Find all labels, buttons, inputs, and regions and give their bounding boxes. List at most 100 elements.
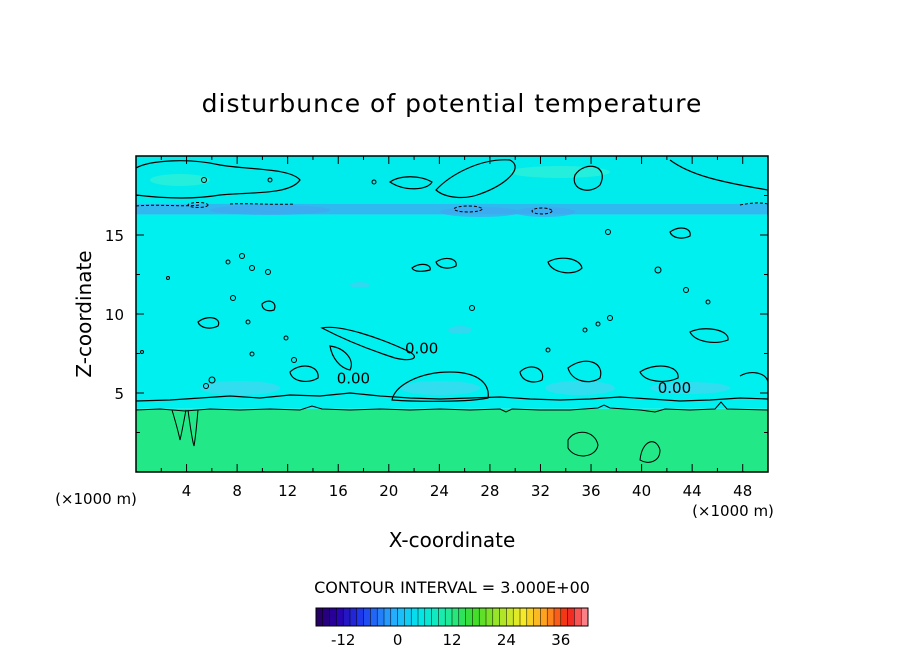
chart-title: disturbunce of potential temperature — [202, 89, 703, 118]
contour-cell-14 — [197, 317, 220, 329]
colorbar-cell — [424, 608, 432, 626]
colorbar-cell — [370, 608, 378, 626]
x-axis-label: X-coordinate — [389, 528, 516, 552]
colorbar-cell — [520, 608, 528, 626]
colorbar-tick-label-0: -12 — [331, 631, 356, 649]
contour-cell-5 — [388, 176, 433, 190]
x-tick-label-7: 32 — [531, 482, 550, 500]
contour-cell-21 — [567, 431, 599, 457]
x-unit-label-right: (×1000 m) — [692, 502, 774, 520]
colorbar-cell — [316, 608, 324, 626]
region-0 — [136, 408, 768, 472]
colorbar-cell — [384, 608, 392, 626]
x-tick-label-3: 16 — [329, 482, 348, 500]
contour-label-2: 0.00 — [658, 379, 691, 397]
contour-cell-1 — [391, 371, 489, 402]
colorbar-cell — [492, 608, 500, 626]
contour-lower-boundary — [136, 401, 768, 413]
contour-cell-10 — [669, 227, 691, 239]
colorbar-cell — [356, 608, 364, 626]
colorbar-cell — [479, 608, 487, 626]
x-tick-label-5: 24 — [430, 482, 449, 500]
contour-label-0: 0.00 — [405, 340, 438, 358]
contour-interval-label: CONTOUR INTERVAL = 3.000E+00 — [314, 578, 590, 597]
contour-cell-15 — [689, 328, 729, 343]
contour-cell-9 — [547, 257, 583, 274]
colorbar: -12 0 12 24 36 — [315, 607, 589, 649]
contour-main-band — [136, 392, 768, 402]
x-tick-label-0: 4 — [182, 482, 192, 500]
x-tick-label-8: 36 — [581, 482, 600, 500]
x-tick-label-6: 28 — [480, 482, 499, 500]
x-axis: 4 8 12 16 20 24 28 32 36 40 44 48 — [160, 156, 752, 500]
colorbar-cell — [540, 608, 548, 626]
colorbar-cell — [452, 608, 460, 626]
colorbar-cell — [445, 608, 453, 626]
colorbar-cell — [343, 608, 351, 626]
colorbar-cell — [472, 608, 480, 626]
contour-cell-6 — [435, 159, 516, 199]
x-tick-label-10: 44 — [683, 482, 702, 500]
contour-cell-8 — [669, 159, 768, 191]
y-tick-label-0: 5 — [114, 385, 124, 403]
contour-cell-3 — [329, 345, 352, 371]
colorbar-cell — [390, 608, 398, 626]
contour-cell-11 — [411, 263, 431, 272]
colorbar-cell — [554, 608, 562, 626]
contour-cell-12 — [435, 257, 457, 269]
contour-cell-4 — [136, 160, 301, 199]
colorbar-cell — [560, 608, 568, 626]
colorbar-cell — [336, 608, 344, 626]
colorbar-cell — [574, 608, 582, 626]
contour-cell-17 — [519, 366, 544, 383]
colorbar-cell — [567, 608, 575, 626]
colorbar-cell — [499, 608, 507, 626]
contour-label-1: 0.00 — [337, 370, 370, 388]
contour-cell-2 — [320, 326, 415, 361]
colorbar-cell — [533, 608, 541, 626]
contour-cell-7 — [573, 165, 603, 191]
colorbar-cell — [377, 608, 385, 626]
colorbar-cell — [397, 608, 405, 626]
region-3 — [136, 156, 768, 204]
contour-cell-16 — [739, 372, 768, 383]
contour-cell-13 — [261, 300, 276, 312]
colorbar-tick-label-2: 12 — [442, 631, 461, 649]
contour-cell-18 — [567, 360, 602, 383]
colorbar-cell — [411, 608, 419, 626]
colorbar-cell — [329, 608, 337, 626]
colorbar-tick-label-4: 36 — [551, 631, 570, 649]
plot-area: 0.00 0.00 0.00 — [136, 156, 768, 472]
negative-contours — [136, 202, 768, 215]
colorbar-cell — [438, 608, 446, 626]
x-tick-label-2: 12 — [278, 482, 297, 500]
x-tick-label-4: 20 — [379, 482, 398, 500]
colorbar-tick-label-1: 0 — [393, 631, 403, 649]
colorbar-frame — [315, 607, 589, 627]
x-tick-label-9: 40 — [632, 482, 651, 500]
colorbar-tick-label-3: 24 — [497, 631, 516, 649]
contour-cell-22 — [639, 441, 661, 463]
x-unit-label-left: (×1000 m) — [55, 490, 137, 508]
y-axis: 5 10 15 — [105, 195, 768, 433]
y-axis-label: Z-coordinate — [72, 250, 96, 377]
colorbar-cell — [547, 608, 555, 626]
colorbar-cell — [513, 608, 521, 626]
colorbar-cell — [526, 608, 534, 626]
colorbar-cell — [418, 608, 426, 626]
colorbar-cell — [363, 608, 371, 626]
contour-cell-24 — [187, 409, 199, 447]
colorbar-cell — [322, 608, 330, 626]
contour-lines — [136, 159, 768, 463]
colorbar-cell — [350, 608, 358, 626]
y-tick-label-1: 10 — [105, 306, 124, 324]
contour-cell-23 — [171, 409, 187, 441]
contour-cell-19 — [639, 365, 679, 382]
y-tick-label-2: 15 — [105, 227, 124, 245]
region-1 — [136, 214, 768, 409]
anomaly-patches — [150, 166, 730, 395]
colorbar-cell — [581, 608, 589, 626]
colorbar-cell — [465, 608, 473, 626]
x-tick-label-11: 48 — [733, 482, 752, 500]
